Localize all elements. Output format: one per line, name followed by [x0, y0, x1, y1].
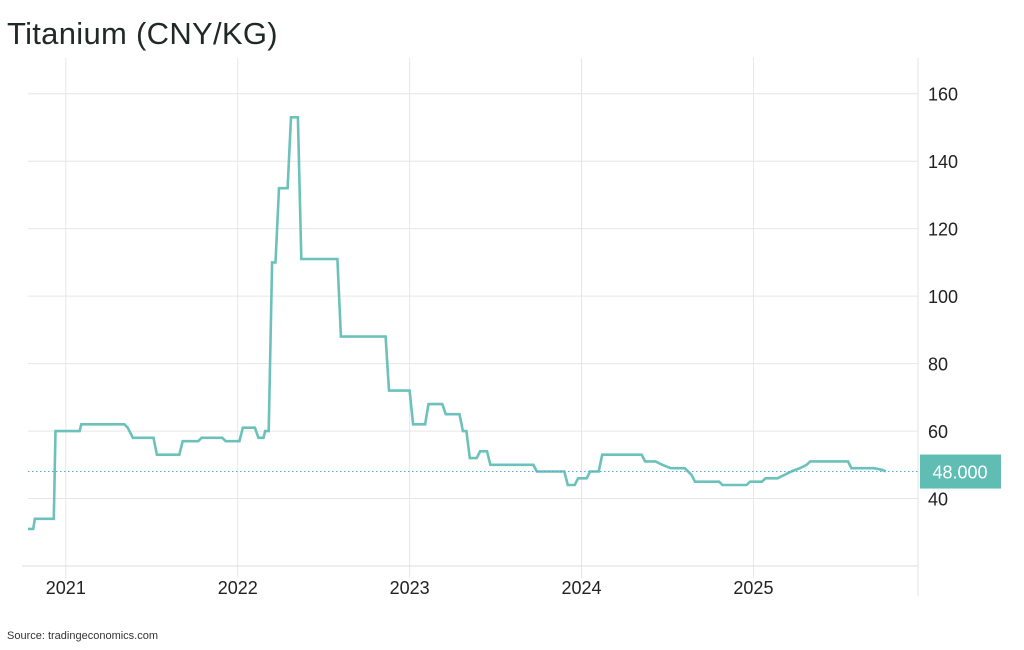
grid	[28, 58, 918, 578]
x-tick-label: 2022	[218, 578, 258, 598]
x-tick-label: 2025	[733, 578, 773, 598]
source-note: Source: tradingeconomics.com	[7, 630, 159, 642]
last-value-label: 48.000	[932, 463, 987, 483]
y-tick-label: 60	[928, 422, 948, 442]
chart-title: Titanium (CNY/KG)	[7, 16, 278, 51]
axes: 40 60 80 100 120 140 160 2021 2022 2023 2024 2025	[22, 58, 958, 598]
y-tick-label: 120	[928, 220, 958, 240]
y-tick-label: 80	[928, 355, 948, 375]
x-tick-label: 2021	[46, 578, 86, 598]
last-value-box	[920, 454, 1001, 489]
series-layer	[28, 116, 887, 531]
last-value-marker: 48.000	[28, 454, 1001, 489]
y-tick-label: 100	[928, 287, 958, 307]
series-line	[28, 116, 887, 531]
x-tick-label: 2024	[562, 578, 602, 598]
y-tick-label: 140	[928, 152, 958, 172]
titanium-price-chart: 40 60 80 100 120 140 160 2021 2022 2023 2024 2025 4…	[22, 58, 1001, 598]
y-tick-label: 40	[928, 490, 948, 510]
y-tick-label: 160	[928, 85, 958, 105]
x-tick-label: 2023	[390, 578, 430, 598]
